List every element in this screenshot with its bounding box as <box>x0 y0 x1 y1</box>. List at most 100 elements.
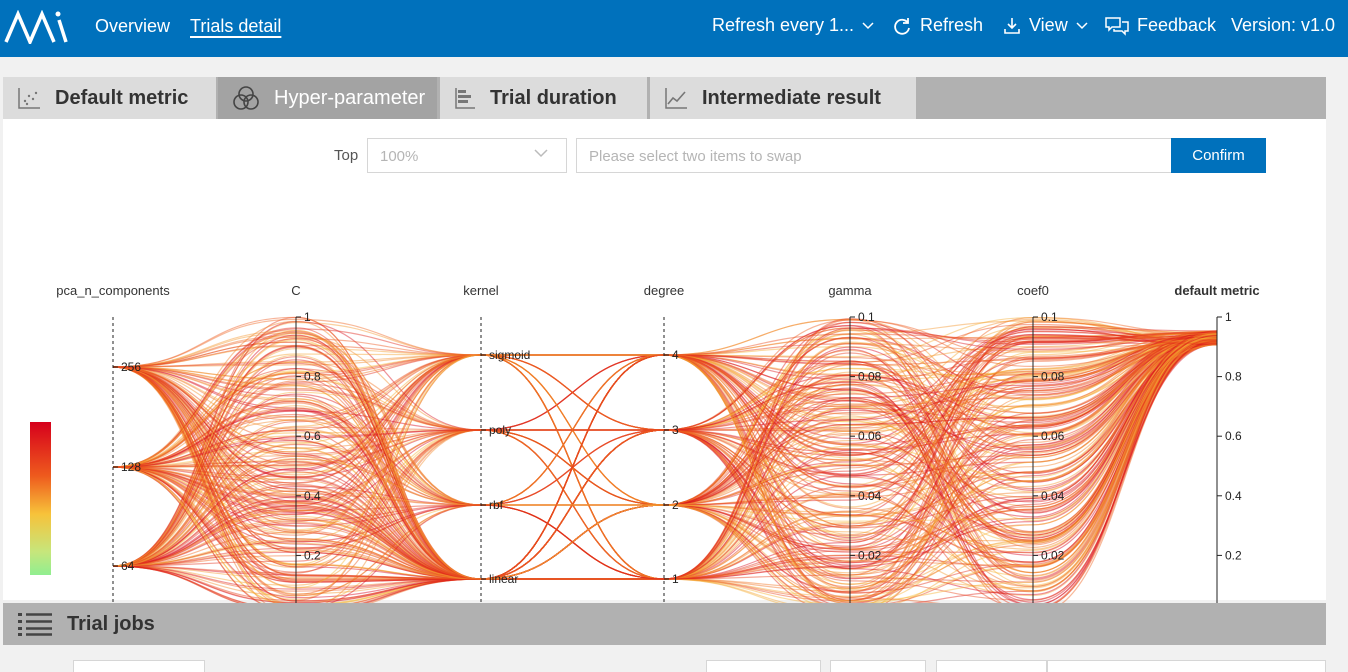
refresh-interval-select[interactable]: Refresh every 1... <box>712 15 874 36</box>
trial-line <box>112 342 1218 597</box>
tab-hyper-parameter[interactable]: Hyper-parameter <box>218 77 437 119</box>
trial-line <box>112 338 1218 594</box>
tick-label: 0.04 <box>858 489 882 503</box>
trial-line <box>112 338 1218 580</box>
trial-line <box>112 336 1218 580</box>
view-label: View <box>1029 15 1068 35</box>
trial-line <box>112 337 1218 580</box>
nav-trials-detail[interactable]: Trials detail <box>190 16 282 36</box>
trial-line <box>112 340 1218 582</box>
tick-label: 3 <box>672 423 679 437</box>
trial-line <box>112 331 1218 580</box>
tick-label: 0.06 <box>858 429 882 443</box>
nav-overview[interactable]: Overview <box>95 16 171 36</box>
tick-label: 0.2 <box>1225 548 1242 562</box>
trial-line <box>112 341 1218 580</box>
trial-line <box>112 340 1218 603</box>
tick-label: 0.8 <box>304 370 321 384</box>
tab-label: Trial duration <box>490 86 617 109</box>
trial-line <box>112 333 1218 580</box>
tick-label: 0.4 <box>304 489 321 503</box>
confirm-button[interactable]: Confirm <box>1171 138 1266 173</box>
trial-line <box>112 327 1218 567</box>
trial-line <box>112 342 1218 602</box>
top-percent-value: 100% <box>380 148 419 165</box>
trial-line <box>112 339 1218 580</box>
refresh-interval-label: Refresh every 1... <box>712 15 855 35</box>
trial-line <box>112 332 1218 567</box>
trial-line <box>112 331 1218 611</box>
swap-axes-placeholder: Please select two items to swap <box>589 148 802 165</box>
scatter-plot-icon <box>18 88 40 109</box>
search-input[interactable] <box>1047 660 1326 672</box>
trial-line <box>112 343 1218 611</box>
trial-line <box>112 321 1218 593</box>
tick-label: poly <box>489 423 511 437</box>
tab-trial-duration[interactable]: Trial duration <box>440 77 647 119</box>
trial-line <box>112 333 1218 580</box>
trial-line <box>112 332 1218 580</box>
axis-title: pca_n_components <box>56 283 170 298</box>
tick-label: rbf <box>489 498 504 512</box>
trial-line <box>112 331 1218 577</box>
tab-intermediate-result[interactable]: Intermediate result <box>650 77 916 119</box>
tick-label: 0.1 <box>1041 310 1058 324</box>
trial-line <box>112 340 1218 580</box>
feedback-button[interactable]: Feedback <box>1105 15 1216 36</box>
nni-logo[interactable] <box>4 10 68 44</box>
trial-jobs-header: Trial jobs <box>3 603 1326 645</box>
axis-title: C <box>291 283 300 298</box>
trial-line <box>112 335 1218 580</box>
parallel-coordinates-chart[interactable]: pca_n_components25612864C10.80.60.40.20.… <box>3 197 1326 637</box>
chevron-down-icon <box>862 21 874 29</box>
tick-label: 0.04 <box>1041 489 1065 503</box>
refresh-icon <box>894 17 910 35</box>
download-icon <box>1004 17 1020 34</box>
trial-line <box>112 336 1218 569</box>
trial-line <box>112 325 1218 580</box>
tick-label: 1 <box>304 310 311 324</box>
axis: pca_n_components 256 128 64 <box>56 283 170 617</box>
axis-title: default metric <box>1174 283 1259 298</box>
tick-label: 0.1 <box>858 310 875 324</box>
tab-label: Default metric <box>55 86 189 109</box>
feedback-label: Feedback <box>1137 15 1217 35</box>
tick-label: linear <box>489 572 518 586</box>
trial-line <box>112 336 1218 567</box>
trial-line <box>112 341 1218 567</box>
toolbar-button[interactable] <box>830 660 926 672</box>
view-menu[interactable]: View <box>1003 15 1088 36</box>
trial-line <box>112 342 1218 592</box>
axis-title: kernel <box>463 283 499 298</box>
trial-jobs-label: Trial jobs <box>67 612 155 635</box>
trial-line <box>112 319 1218 580</box>
trial-line <box>112 328 1218 539</box>
tick-label: 0.2 <box>304 548 321 562</box>
tick-label: 0.06 <box>1041 429 1065 443</box>
trial-line <box>112 335 1218 580</box>
tick-label: 0.02 <box>858 548 882 562</box>
trial-line <box>112 316 1218 595</box>
tick-label: 128 <box>121 460 141 474</box>
trial-line <box>112 336 1218 580</box>
top-percent-select[interactable]: 100% <box>367 138 567 173</box>
trial-line <box>112 333 1218 602</box>
trial-line <box>112 336 1218 567</box>
trial-line <box>112 340 1218 580</box>
trial-line <box>112 335 1218 589</box>
search-type-select[interactable] <box>936 660 1047 672</box>
refresh-button[interactable]: Refresh <box>892 15 983 36</box>
chevron-down-icon <box>534 149 548 158</box>
chart-tabs: Default metric Hyper-parameter Trial dur… <box>3 77 1326 119</box>
trial-filter-select[interactable] <box>73 660 205 672</box>
tab-default-metric[interactable]: Default metric <box>3 77 216 119</box>
trial-line <box>112 330 1218 580</box>
swap-axes-select[interactable]: Please select two items to swap <box>576 138 1172 173</box>
toolbar-button[interactable] <box>706 660 821 672</box>
list-icon <box>18 613 52 636</box>
trial-line <box>112 330 1218 580</box>
trial-line <box>112 319 1218 580</box>
trial-line <box>112 323 1218 580</box>
